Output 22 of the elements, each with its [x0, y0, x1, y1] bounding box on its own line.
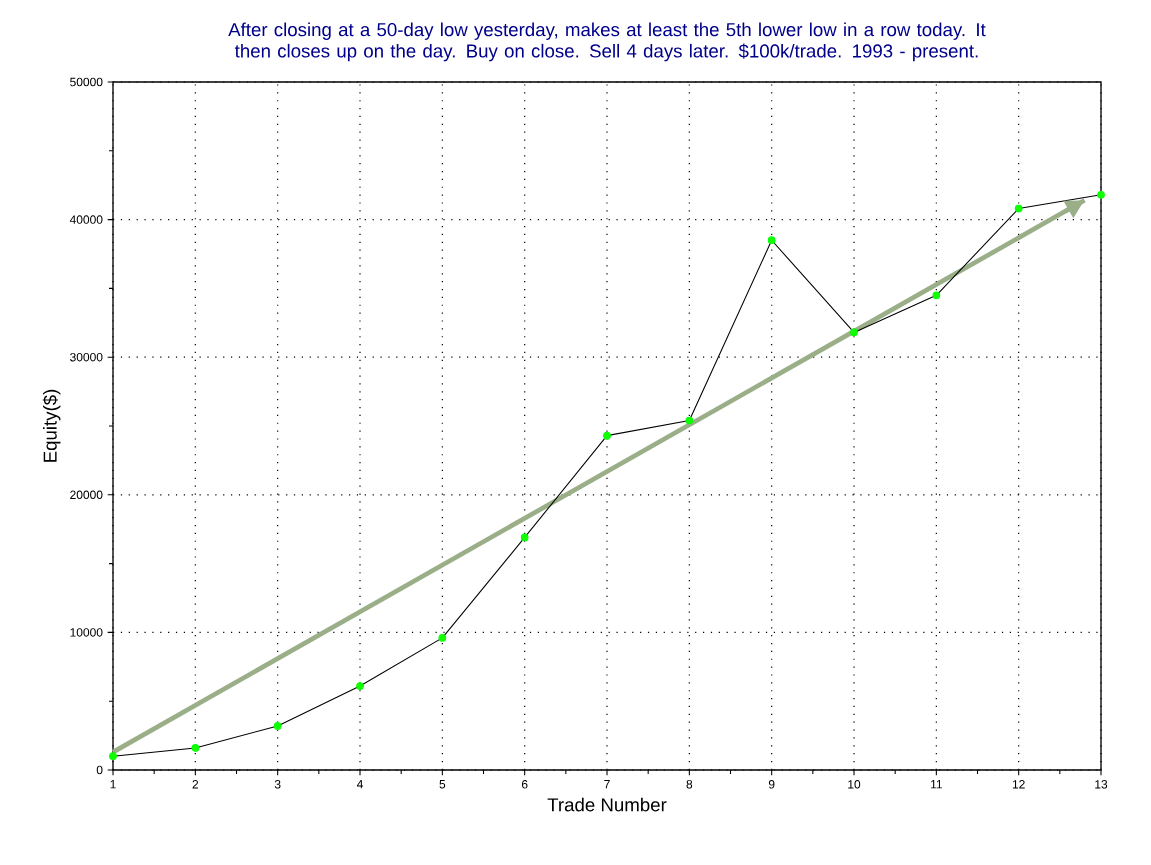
x-tick-label: 6: [521, 780, 528, 789]
x-tick-label: 3: [274, 780, 281, 789]
y-tick-label: 20000: [70, 490, 103, 500]
x-tick-label: 2: [192, 780, 199, 789]
x-tick-label: 8: [686, 780, 693, 789]
y-tick-label: 50000: [70, 77, 103, 87]
x-tick-label: 12: [1012, 780, 1025, 789]
x-axis-title: Trade Number: [547, 797, 667, 812]
x-tick-label: 5: [439, 780, 446, 789]
x-tick-label: 9: [768, 780, 775, 789]
x-tick-label: 13: [1095, 780, 1108, 789]
x-tick-label: 1: [110, 780, 116, 789]
y-tick-label: 40000: [69, 215, 103, 224]
x-tick-label: 7: [604, 780, 610, 789]
y-tick-label: 0: [96, 765, 103, 775]
chart-title: After closing at a 50-day low yesterday, makes at least the 5th lower low in a row today. It then closes up on the day. Buy on close. Sell 4 days later. $100k/trade. 1993 - present.: [228, 22, 986, 62]
x-tick-label: 11: [931, 780, 942, 789]
y-tick-label: 30000: [70, 352, 103, 362]
y-axis-title: Equity($): [42, 389, 61, 462]
x-tick-label: 10: [848, 780, 861, 789]
x-tick-label: 4: [356, 780, 363, 789]
y-tick-label: 10000: [70, 628, 103, 637]
